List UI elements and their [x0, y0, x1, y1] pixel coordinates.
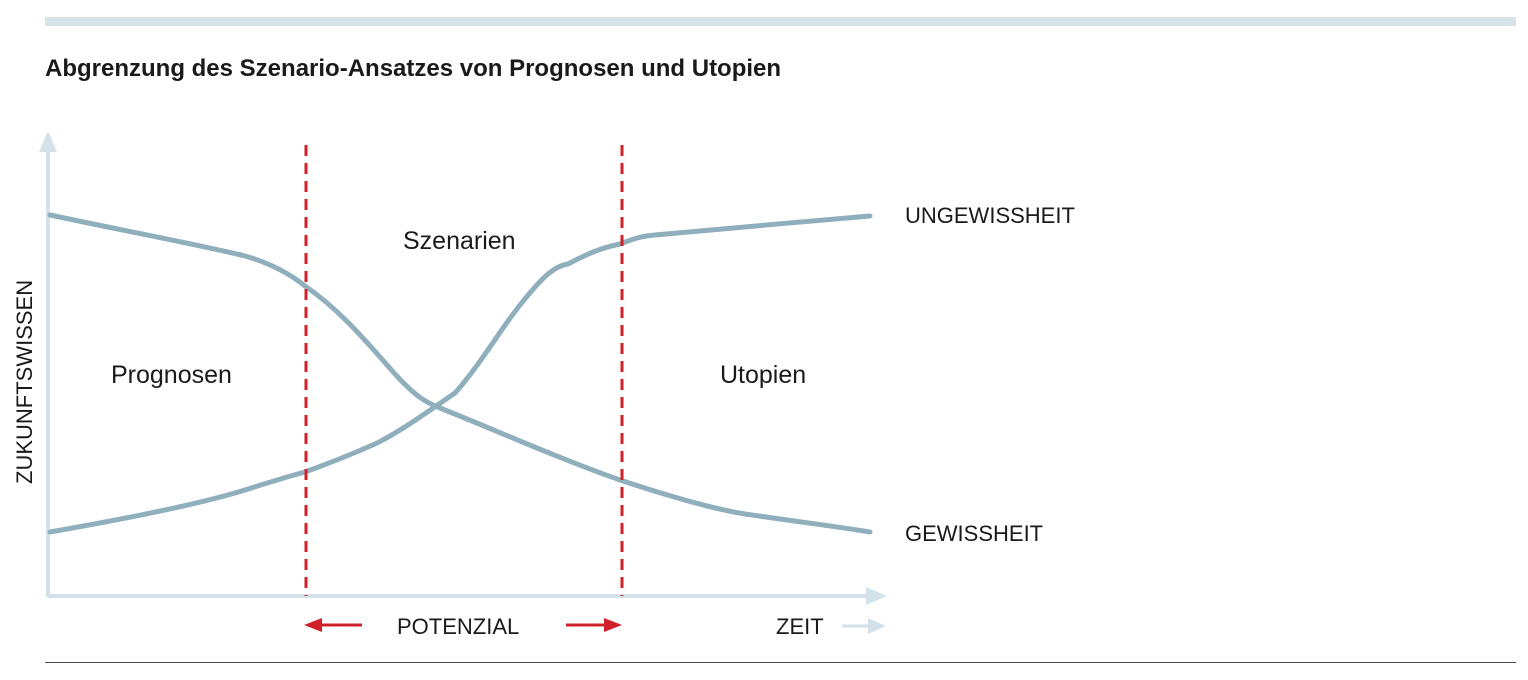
top-rule [45, 17, 1516, 26]
diagram-title: Abgrenzung des Szenario-Ansatzes von Pro… [45, 55, 782, 82]
x-axis-arrow-icon [866, 587, 887, 605]
arrow-right-icon [604, 618, 622, 632]
gewissheit-curve [47, 212, 873, 535]
arrow-left-icon [304, 618, 322, 632]
y-axis-arrow-icon [39, 131, 57, 152]
y-axis-label: ZUKUNFTSWISSEN [12, 280, 37, 484]
zeit-arrow-icon [868, 618, 886, 634]
ungewissheit-label: UNGEWISSHEIT [905, 203, 1075, 228]
x-axis-label: ZEIT [776, 614, 824, 639]
region-label-prognosen: Prognosen [111, 361, 232, 389]
region-label-utopien: Utopien [720, 361, 806, 389]
region-label-szenarien: Szenarien [403, 227, 516, 255]
y-axis [39, 131, 57, 597]
potenzial-indicator: POTENZIAL [304, 614, 622, 639]
zeit-indicator: ZEIT [776, 614, 886, 639]
x-axis [48, 587, 887, 605]
ungewissheit-curve [47, 213, 873, 535]
gewissheit-label: GEWISSHEIT [905, 521, 1043, 546]
potenzial-label: POTENZIAL [397, 614, 519, 639]
bottom-rule [45, 662, 1516, 663]
